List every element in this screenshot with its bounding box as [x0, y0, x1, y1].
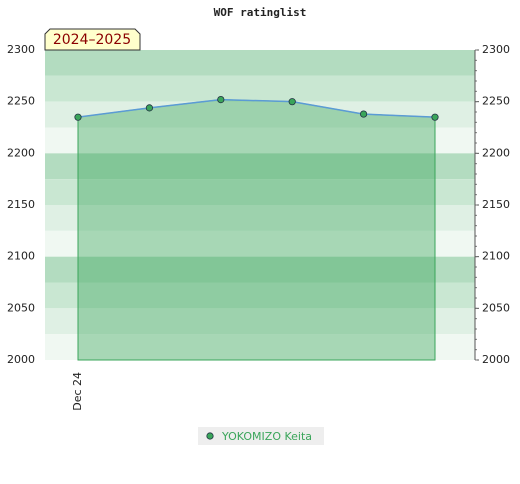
legend-box [198, 427, 324, 445]
y-tick-label: 2250 [7, 95, 35, 108]
area [77, 99, 436, 361]
band [45, 230, 475, 257]
legend-marker [206, 432, 214, 440]
badge: 2024–2025 [53, 32, 131, 48]
marker [359, 110, 368, 118]
y-tick-label: 2200 [7, 146, 35, 159]
band [45, 308, 475, 335]
band [45, 256, 475, 283]
y2-tick-label: 2300 [482, 43, 510, 56]
y2-tick-label: 2000 [482, 353, 510, 366]
band [45, 179, 475, 205]
band [45, 127, 475, 154]
legend-label: YOKOMIZO Keita [221, 430, 312, 443]
marker [145, 104, 153, 112]
x-tick-label: Dec 24 [71, 372, 84, 411]
band [45, 334, 475, 360]
y-tick-label: 2000 [7, 353, 35, 366]
band [45, 75, 475, 102]
band [45, 205, 475, 231]
y-tick-label: 2300 [7, 43, 35, 56]
line [77, 98, 436, 118]
marker [217, 96, 225, 104]
y-tick-label: 2100 [7, 250, 35, 263]
y2-tick-label: 2150 [482, 198, 510, 211]
y-tick-label: 2150 [7, 198, 35, 211]
y2-tick-label: 2200 [482, 146, 510, 159]
marker [431, 113, 439, 121]
marker [288, 98, 296, 106]
y2-tick-label: 2250 [482, 95, 510, 108]
chart-title: WOF ratinglist [214, 6, 307, 19]
band [45, 101, 475, 128]
y-tick-label: 2050 [7, 301, 35, 314]
badge-box [44, 28, 141, 51]
y2-tick-label: 2100 [482, 250, 510, 263]
marker [74, 113, 82, 121]
band [45, 50, 475, 76]
band [45, 282, 475, 309]
y2-tick-label: 2050 [482, 301, 510, 314]
band [45, 153, 475, 180]
